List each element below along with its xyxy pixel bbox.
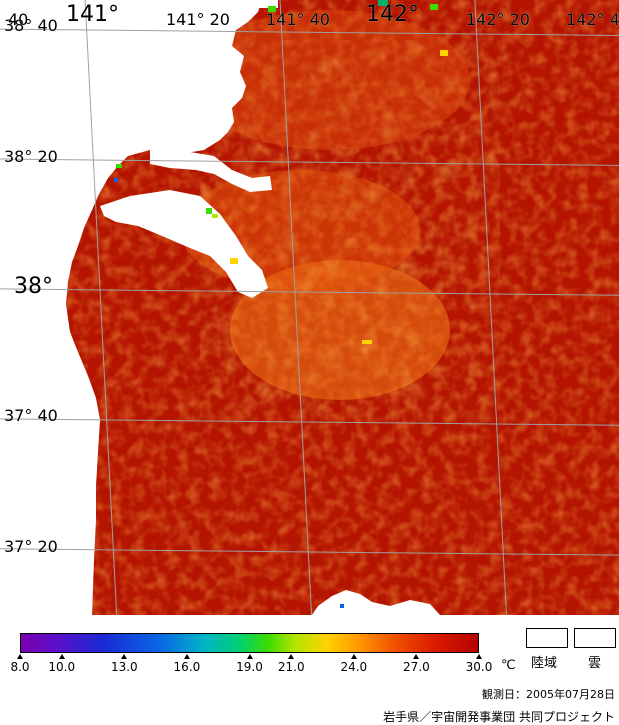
meridian-line [84,0,118,615]
latitude-label: 38° [14,273,53,299]
scale-tick-mark [413,654,420,659]
cool-pixel [430,4,438,10]
warm-pixel [362,340,372,344]
land-swatch [526,628,568,648]
scale-tick-label: 27.0 [403,660,430,674]
scale-tick-mark [476,654,482,659]
parallel-line [0,548,619,556]
temperature-color-scale [20,633,479,653]
parallel-line [0,288,619,296]
latitude-label: 37° 40 [4,406,58,426]
cloud-swatch [574,628,616,648]
longitude-label: 142° [366,2,419,27]
cloud-patch-2 [258,0,278,8]
longitude-label: 141° [66,2,119,27]
meridian-line [474,0,507,615]
longitude-label: 141° 40 [266,10,330,29]
scale-tick-label: 24.0 [340,660,368,674]
parallel-line [0,28,619,36]
latitude-label: 38° 20 [4,146,58,166]
credit-line: 岩手県／宇宙開発事業団 共同プロジェクト [383,710,615,724]
cool-pixel [114,178,118,182]
cloud-label: 雲 [588,656,602,671]
observation-date: 観測日：2005年07月28日 [482,688,615,701]
cool-pixel [378,0,388,6]
warm-pixel [440,50,448,56]
scale-tick-mark [350,654,357,659]
longitude-label: 142° 20 [466,10,530,29]
parallel-line [0,158,619,166]
meridian-line [279,0,313,615]
longitude-label: 142° 4 [566,10,619,29]
latitude-label: 38° 40 [4,16,58,36]
scale-tick-mark [288,654,295,659]
cool-pixel [268,6,276,12]
scale-tick-label: 19.0 [236,660,263,674]
scale-tick-mark [121,654,128,659]
latitude-label: 37° 20 [4,536,58,556]
warm-pixel [230,258,238,264]
temperature-unit: ℃ [501,658,516,673]
cool-pixel [340,604,344,608]
scale-tick-mark [17,654,23,659]
parallel-line [0,418,619,426]
cool-pixel [116,164,122,168]
cool-pixel [212,214,218,218]
scale-tick-label: 10.0 [48,660,76,674]
scale-tick-label: 30.0 [465,660,493,674]
sst-map [0,0,619,615]
scale-tick-mark [183,654,190,659]
scale-tick-mark [246,654,253,659]
scale-tick-label: 13.0 [110,660,138,674]
land-bay [100,190,268,298]
scale-tick-label: 16.0 [173,660,201,674]
cool-pixel [206,208,212,214]
longitude-label: 141° 20 [166,10,230,29]
scale-tick-label: 21.0 [277,660,305,674]
land-label: 陸域 [531,656,558,671]
longitude-label: 40 [8,10,29,29]
warm-texture [200,40,500,420]
graticule [0,0,619,615]
scale-tick-mark [58,654,65,659]
cloud-patch [312,590,440,615]
scale-tick-label: 8.0 [10,660,30,674]
land-mainland [0,0,262,615]
